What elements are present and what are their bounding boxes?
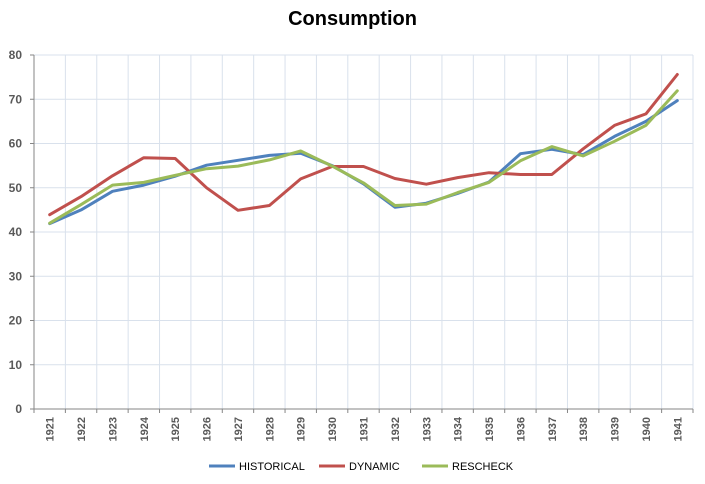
x-tick-label: 1937 <box>547 417 559 441</box>
x-tick-label: 1926 <box>202 417 214 441</box>
x-tick-label: 1932 <box>390 417 402 441</box>
y-tick-label: 50 <box>9 181 23 195</box>
y-tick-label: 0 <box>15 402 22 416</box>
y-tick-label: 80 <box>9 48 23 62</box>
x-tick-label: 1921 <box>45 417 57 441</box>
series-line-rescheck <box>48 89 679 225</box>
x-tick-label: 1936 <box>515 417 527 441</box>
x-tick-label: 1923 <box>107 417 119 441</box>
x-tick-label: 1940 <box>641 417 653 441</box>
series-line-historical <box>48 99 679 226</box>
x-tick-label: 1925 <box>170 417 182 441</box>
x-tick-label: 1931 <box>359 417 371 441</box>
y-tick-label: 30 <box>9 269 23 283</box>
legend-label-dynamic: DYNAMIC <box>349 461 400 473</box>
x-tick-label: 1933 <box>421 417 433 441</box>
y-tick-label: 60 <box>9 137 23 151</box>
x-tick-label: 1934 <box>453 416 465 441</box>
axes: 0 10 20 30 40 50 60 70 80 1921 1922 1923 1924 1925 192… <box>9 48 694 441</box>
y-tick-label: 70 <box>9 92 23 106</box>
legend: HISTORICAL DYNAMIC RESCHECK <box>209 461 514 473</box>
x-tick-label: 1941 <box>672 417 684 441</box>
y-tick-label: 10 <box>9 358 23 372</box>
series-line-dynamic <box>48 73 679 217</box>
x-tick-label: 1929 <box>296 417 308 441</box>
gridlines <box>34 54 694 409</box>
series-lines <box>48 73 679 226</box>
x-tick-label: 1927 <box>233 417 245 441</box>
x-tick-label: 1930 <box>327 417 339 441</box>
y-tick-label: 40 <box>9 225 23 239</box>
x-tick-label: 1928 <box>264 417 276 441</box>
legend-label-rescheck: RESCHECK <box>452 461 514 473</box>
x-tick-label: 1924 <box>139 416 151 441</box>
x-tick-label: 1922 <box>76 417 88 441</box>
y-tick-label: 20 <box>9 314 23 328</box>
x-tick-label: 1938 <box>578 417 590 441</box>
x-tick-label: 1935 <box>484 417 496 441</box>
legend-label-historical: HISTORICAL <box>239 461 305 473</box>
chart-title: Consumption <box>288 8 417 30</box>
x-tick-label: 1939 <box>610 417 622 441</box>
